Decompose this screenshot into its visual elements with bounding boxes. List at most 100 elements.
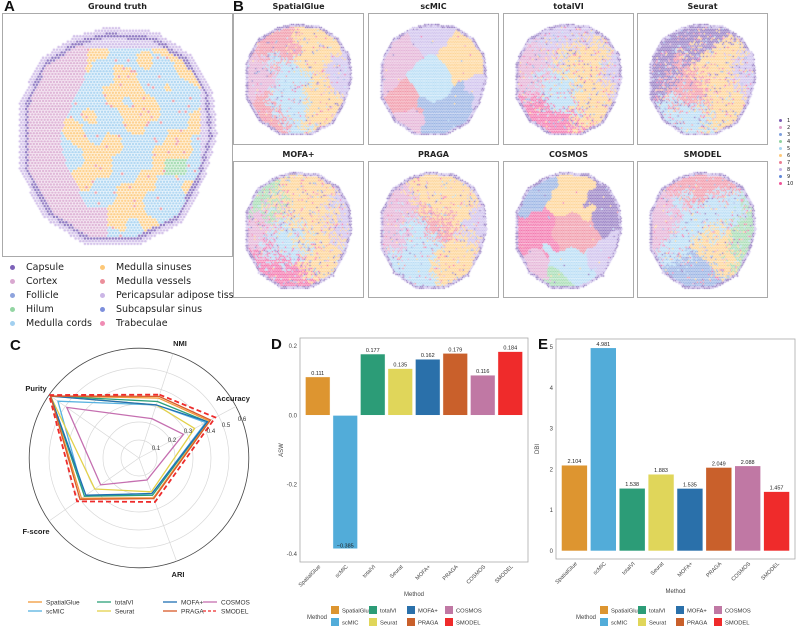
x-tick-label: PRAGA — [705, 561, 723, 579]
radar-axis-label: Accuracy — [216, 394, 251, 403]
bar-value-label: 0.184 — [503, 346, 517, 352]
method-spatial-map — [368, 161, 499, 298]
radar-grid-ring — [48, 367, 230, 549]
bar-value-label: 0.116 — [476, 369, 489, 375]
asw-bar-chart: -0.4 -0.2 0.0 0.2 ASW 0.111 SpatialGlue −0.385 s… — [279, 337, 529, 626]
spot-plot — [504, 162, 633, 297]
legend-swatch — [331, 618, 339, 626]
radar-axis-line — [138, 353, 174, 459]
legend-swatch — [779, 182, 782, 185]
spot-plot — [369, 14, 498, 144]
panel-label-a: A — [4, 0, 15, 15]
bar-scmic — [590, 347, 617, 552]
legend-item: 4 — [779, 139, 790, 145]
legend-swatch — [714, 606, 722, 614]
x-tick-label: SMODEL — [760, 561, 781, 582]
bar-scmic — [332, 415, 358, 550]
x-axis-label: Method — [665, 589, 685, 595]
legend-label: 7 — [787, 160, 791, 166]
y-tick-label: 0.0 — [289, 413, 298, 419]
bar-value-label: 0.179 — [448, 347, 462, 353]
radar-tick-label: 0.1 — [152, 446, 161, 452]
method-title: Seurat — [687, 2, 718, 11]
method-spatial-map — [368, 13, 499, 145]
legend-item: Hilum — [10, 304, 54, 315]
radar-grid-ring — [66, 385, 212, 531]
legend-swatch — [779, 140, 782, 143]
dbi-bar-chart: 0 1 2 3 4 5 DBI 2.104 SpatialGlue 4.981 scMIC 1.538… — [535, 338, 796, 626]
legend-label: 6 — [787, 153, 791, 159]
legend-label: 3 — [787, 132, 791, 138]
legend-swatch — [779, 175, 782, 178]
legend-swatch — [369, 606, 377, 614]
legend-swatch — [714, 618, 722, 626]
x-tick-label: COSMOS — [731, 561, 753, 583]
legend-label: Seurat — [380, 621, 397, 626]
ground-truth-spot-plot — [3, 14, 232, 256]
radar-axis-line — [138, 406, 237, 459]
legend-label: Seurat — [649, 621, 666, 626]
legend-label: 5 — [787, 146, 791, 152]
radar-axis-line — [138, 457, 177, 562]
legend-swatch — [676, 606, 684, 614]
legend-swatch — [10, 307, 15, 312]
legend-label: 1 — [787, 118, 791, 124]
legend-item: Medulla sinuses — [100, 262, 192, 273]
legend-label: 4 — [787, 139, 791, 145]
method-title: totalVI — [553, 2, 584, 11]
bar-value-label: 2.049 — [712, 461, 726, 467]
legend-item: Medulla vessels — [100, 276, 191, 287]
legend-swatch — [100, 279, 105, 284]
legend-label: Seurat — [115, 609, 134, 616]
x-tick-label: scMIC — [592, 561, 607, 576]
legend-item: Capsule — [10, 262, 64, 273]
bar-value-label: 0.177 — [366, 348, 380, 354]
legend-label: 9 — [787, 174, 791, 180]
y-tick-label: 3 — [550, 427, 554, 433]
x-tick-label: SpatialGlue — [298, 564, 322, 588]
legend-item: 10 — [779, 181, 793, 187]
bar-value-label: 2.088 — [741, 460, 755, 466]
legend-label: PRAGA — [181, 609, 204, 616]
legend-swatch — [676, 618, 684, 626]
legend-swatch — [100, 321, 105, 326]
legend-label: SMODEL — [725, 621, 750, 626]
bar-value-label: 0.162 — [421, 353, 435, 359]
legend-item: Cortex — [10, 276, 57, 287]
legend-label: PRAGA — [418, 621, 438, 626]
method-title: COSMOS — [549, 150, 588, 159]
legend-label: totalVI — [649, 609, 666, 615]
method-spatial-map — [503, 13, 634, 145]
radar-axis-label: ARI — [172, 570, 185, 579]
method-title: PRAGA — [418, 150, 449, 159]
legend-label: scMIC — [46, 609, 65, 616]
bar-mofa — [415, 358, 441, 416]
y-axis-label: ASW — [279, 443, 285, 457]
legend-label: 8 — [787, 167, 791, 173]
panel-label-c: C — [10, 337, 21, 354]
legend-swatch — [445, 606, 453, 614]
method-title: scMIC — [420, 2, 447, 11]
legend-swatch — [779, 161, 782, 164]
legend-label: MOFA+ — [181, 600, 203, 607]
legend-swatch — [638, 618, 646, 626]
legend-swatch — [600, 606, 608, 614]
legend-label: SpatialGlue — [611, 609, 641, 615]
legend-swatch — [10, 293, 15, 298]
legend-swatch — [779, 126, 782, 129]
x-tick-label: totalVI — [621, 561, 637, 577]
legend-title: Method — [576, 615, 596, 621]
panel-label-d: D — [271, 336, 282, 353]
y-axis-label: DBI — [535, 444, 541, 454]
bar-value-label: 2.104 — [568, 459, 582, 465]
radar-tick-label: 0.5 — [222, 423, 231, 429]
radar-tick-label: 0.2 — [168, 438, 177, 444]
y-tick-label: 0.2 — [289, 344, 298, 350]
x-tick-label: scMIC — [334, 564, 349, 579]
legend-swatch — [779, 119, 782, 122]
legend-item: Medulla cords — [10, 318, 92, 329]
legend-item: 3 — [779, 132, 790, 138]
radar-series-cosmos — [65, 406, 185, 486]
x-axis-label: Method — [404, 592, 424, 598]
bar-smodel — [497, 351, 523, 416]
